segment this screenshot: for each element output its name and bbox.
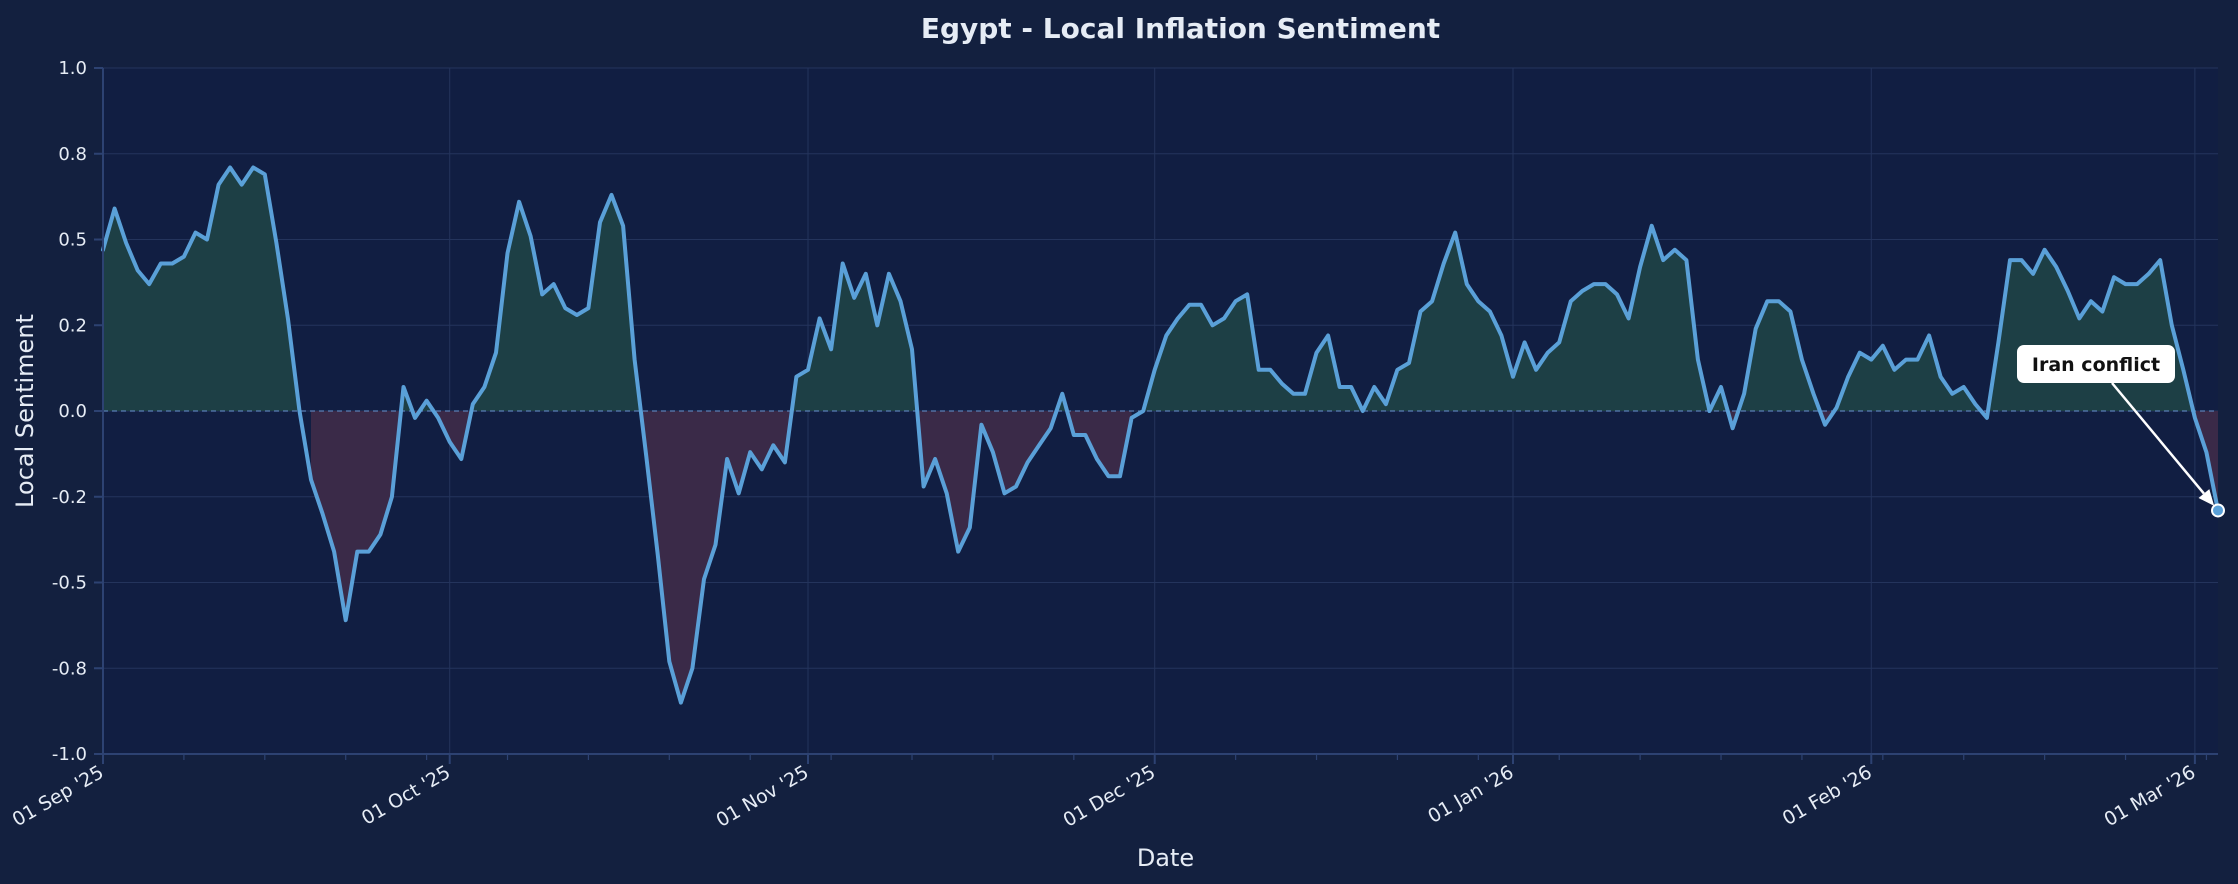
positive-area: [1738, 301, 1820, 411]
negative-area: [2193, 411, 2218, 511]
positive-area: [103, 167, 300, 411]
annotation-label: Iran conflict: [2032, 354, 2160, 376]
y-tick-label: -0.2: [52, 487, 87, 508]
positive-area: [1143, 225, 1728, 411]
y-tick-label: 0.5: [58, 230, 87, 251]
y-tick-label: -0.5: [52, 573, 87, 594]
negative-area: [640, 411, 792, 703]
positive-area: [791, 263, 918, 411]
positive-area: [471, 194, 641, 411]
area-fills: [103, 167, 2218, 703]
y-tick-label: 0.8: [58, 144, 87, 165]
annotation-arrowhead: [2198, 489, 2215, 506]
annotation-box: [2017, 345, 2175, 383]
positive-area: [1834, 335, 1982, 411]
chart-title: Egypt - Local Inflation Sentiment: [921, 12, 1440, 45]
y-tick-label: -1.0: [52, 744, 87, 765]
y-axis-label: Local Sentiment: [11, 314, 39, 508]
y-tick-label: 1.0: [58, 58, 87, 79]
y-tick-labels: 1.0 0.8 0.5 0.2 0.0 -0.2 -0.5 -0.8 -1.0: [52, 58, 87, 765]
x-axis-label: Date: [1137, 844, 1194, 872]
axes: [94, 67, 2218, 764]
y-tick-label: 0.2: [58, 315, 87, 336]
annotation: Iran conflict: [2017, 345, 2225, 518]
y-tick-label: 0.0: [58, 401, 87, 422]
y-tick-label: -0.8: [52, 658, 87, 679]
negative-area: [311, 411, 401, 621]
negative-area: [1067, 411, 1132, 477]
annotation-arrow: [2111, 382, 2205, 495]
annotation-point: [2211, 503, 2225, 518]
series-line: [101, 165, 2220, 705]
